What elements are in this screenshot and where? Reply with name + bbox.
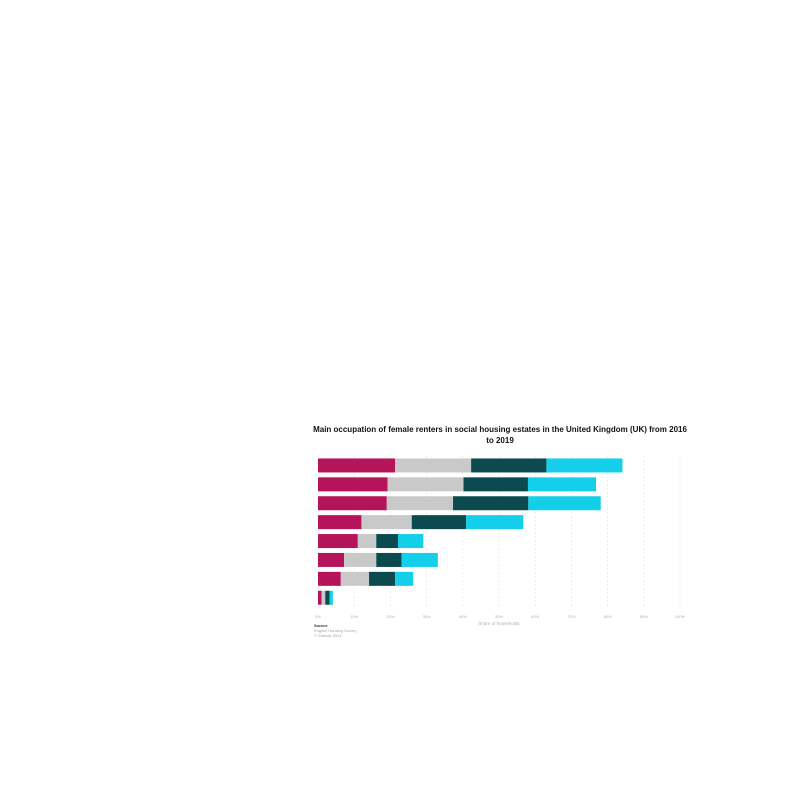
- bar-segment-row3-series1[interactable]: [318, 496, 387, 510]
- bar-segment-row5-series3[interactable]: [376, 534, 398, 548]
- bar-segment-row6-series3[interactable]: [376, 553, 401, 567]
- bar-segment-row2-series3[interactable]: [464, 477, 528, 491]
- x-tick-label: 30%: [423, 614, 431, 619]
- bar-segment-row4-series2[interactable]: [361, 515, 411, 529]
- bar-segment-row2-series1[interactable]: [318, 477, 388, 491]
- bar-segment-row4-series4[interactable]: [466, 515, 523, 529]
- x-tick-label: 80%: [604, 614, 612, 619]
- x-tick-label: 60%: [531, 614, 539, 619]
- x-axis-title: Share of households: [478, 621, 520, 626]
- x-axis-ticks: 0% 10% 20% 30% 40% 50% 60% 70% 80% 90% 100%: [315, 614, 685, 619]
- bar-segment-row3-series2[interactable]: [387, 496, 453, 510]
- bar-segment-row5-series4[interactable]: [398, 534, 423, 548]
- x-tick-label: 0%: [315, 614, 321, 619]
- x-tick-label: 70%: [567, 614, 575, 619]
- source-block: Source English Housing Survey © Statista…: [314, 623, 356, 638]
- bar-segment-row1-series3[interactable]: [471, 458, 546, 472]
- bar-segment-row7-series3[interactable]: [369, 572, 395, 586]
- bar-segment-row7-series1[interactable]: [318, 572, 341, 586]
- bars: [318, 458, 622, 604]
- x-tick-label: 40%: [459, 614, 467, 619]
- bar-segment-row1-series1[interactable]: [318, 458, 395, 472]
- bar-segment-row6-series1[interactable]: [318, 553, 344, 567]
- bar-segment-row1-series2[interactable]: [395, 458, 471, 472]
- bar-segment-row3-series4[interactable]: [528, 496, 600, 510]
- x-tick-label: 20%: [386, 614, 394, 619]
- bar-segment-row3-series3[interactable]: [453, 496, 528, 510]
- bar-segment-row8-series4[interactable]: [330, 591, 333, 605]
- x-tick-label: 90%: [640, 614, 648, 619]
- bar-segment-row8-series1[interactable]: [318, 591, 322, 605]
- bar-segment-row4-series3[interactable]: [412, 515, 466, 529]
- bar-segment-row8-series3[interactable]: [325, 591, 329, 605]
- bar-segment-row4-series1[interactable]: [318, 515, 361, 529]
- bar-segment-row7-series4[interactable]: [395, 572, 413, 586]
- bar-segment-row5-series1[interactable]: [318, 534, 358, 548]
- bar-segment-row1-series4[interactable]: [546, 458, 622, 472]
- x-tick-label: 100%: [675, 614, 686, 619]
- bar-segment-row2-series4[interactable]: [528, 477, 596, 491]
- bar-segment-row8-series2[interactable]: [322, 591, 326, 605]
- bar-segment-row7-series2[interactable]: [341, 572, 369, 586]
- x-tick-label: 50%: [495, 614, 503, 619]
- bar-segment-row5-series2[interactable]: [358, 534, 376, 548]
- source-line: © Statista 2024: [314, 633, 356, 638]
- bar-segment-row6-series2[interactable]: [344, 553, 376, 567]
- bar-segment-row6-series4[interactable]: [402, 553, 438, 567]
- bar-segment-row2-series2[interactable]: [388, 477, 464, 491]
- x-tick-label: 10%: [350, 614, 358, 619]
